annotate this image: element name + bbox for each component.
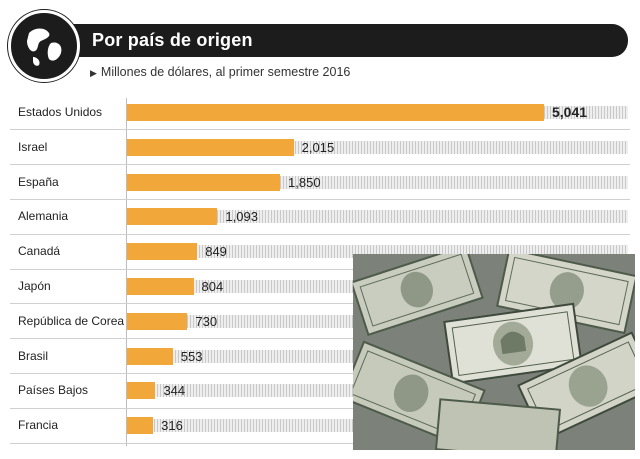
row-separator	[10, 233, 630, 235]
value-label: 804	[201, 279, 224, 294]
category-label: España	[18, 174, 59, 189]
value-label: 316	[161, 418, 183, 434]
row-separator	[10, 338, 630, 340]
bar	[127, 173, 281, 191]
header-bar	[12, 24, 628, 57]
bar	[127, 347, 173, 365]
category-label: República de Corea	[18, 313, 125, 328]
row-separator	[10, 268, 630, 270]
row-separator	[10, 164, 630, 166]
bar	[127, 208, 218, 226]
value-label: 849	[205, 244, 227, 260]
category-label: Países Bajos	[18, 383, 89, 398]
subtitle-text: Millones de dólares, al primer semestre …	[100, 65, 351, 79]
category-label: Japón	[18, 279, 51, 293]
row-separator	[10, 129, 630, 131]
y-axis-line	[126, 98, 127, 446]
row-separator	[10, 303, 630, 305]
bar	[127, 243, 198, 261]
triangle-bullet-icon: ▶	[90, 68, 97, 78]
money-photo	[353, 254, 635, 450]
bar	[127, 417, 154, 435]
bar	[127, 278, 194, 295]
value-label: 730	[195, 313, 218, 329]
row-separator	[10, 407, 630, 409]
row-separator	[10, 442, 630, 444]
bar	[127, 138, 294, 156]
value-label: 1,093	[225, 209, 258, 225]
row-separator	[10, 373, 630, 374]
bar	[127, 382, 156, 400]
category-label: Israel	[18, 139, 48, 154]
category-label: Brasil	[18, 348, 49, 363]
value-label: 2,015	[301, 139, 335, 155]
bar	[127, 312, 188, 330]
category-label: Alemania	[18, 209, 69, 224]
chart-subtitle: ▶ Millones de dólares, al primer semestre…	[90, 65, 350, 79]
value-label: 5,041	[552, 104, 588, 120]
category-label: Canadá	[18, 244, 61, 259]
value-label: 553	[180, 348, 203, 364]
row-separator	[10, 199, 630, 200]
value-label: 344	[163, 383, 186, 399]
bar-track	[127, 210, 628, 224]
bar	[127, 104, 544, 121]
globe-icon	[8, 10, 80, 82]
category-label: Estados Unidos	[18, 105, 103, 119]
value-label: 1,850	[288, 174, 321, 190]
chart-title: Por país de origen	[92, 30, 253, 50]
category-label: Francia	[18, 418, 59, 433]
